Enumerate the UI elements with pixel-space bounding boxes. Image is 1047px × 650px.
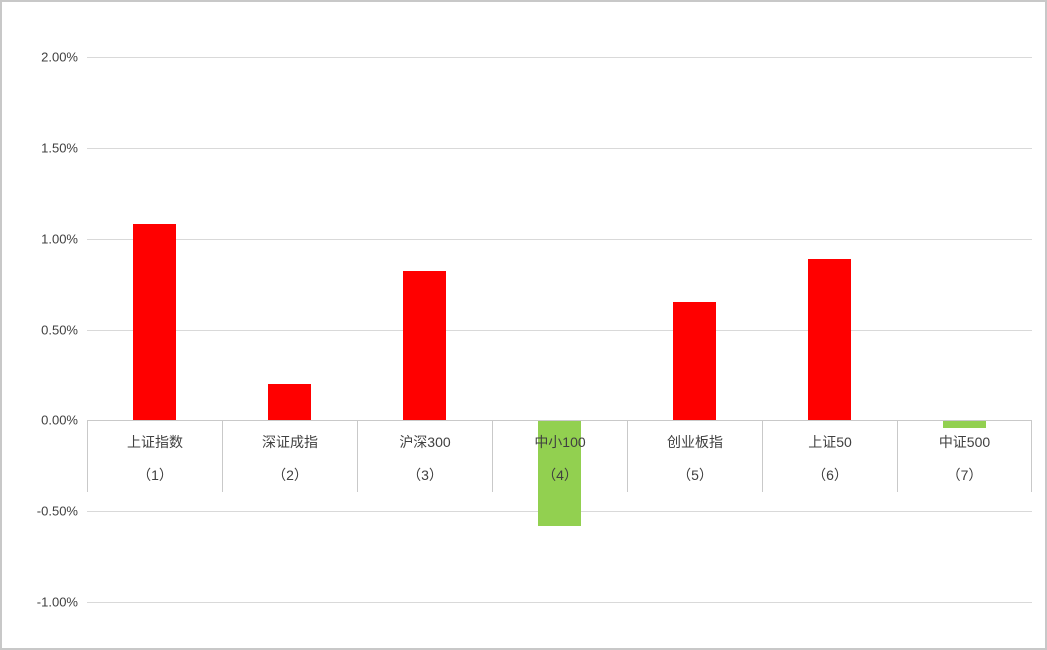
category-name: 深证成指 (262, 434, 318, 451)
bar-深证成指 (268, 384, 311, 421)
y-axis-tick-label: 0.50% (41, 322, 78, 337)
y-axis: 2.00% 1.50% 1.00% 0.50% 0.00% -0.50% -1.00% (2, 50, 78, 610)
gridline (87, 329, 1032, 331)
category-index: （4） (542, 467, 578, 484)
category-cell: 中证500 （7） (897, 420, 1032, 493)
category-index: （6） (812, 467, 848, 484)
category-index: （1） (137, 467, 173, 484)
category-index: （3） (407, 467, 443, 484)
y-axis-tick-label: 1.00% (41, 231, 78, 247)
bar-沪深300 (403, 271, 446, 421)
y-axis-tick-label: 0.00% (41, 412, 78, 428)
category-name: 中小100 (534, 434, 586, 451)
category-cell: 上证50 （6） (762, 420, 897, 493)
category-cell: 上证指数 （1） (87, 420, 222, 493)
category-axis-line (87, 420, 1032, 422)
category-name: 中证500 (938, 434, 991, 451)
y-axis-tick-label: -0.50% (36, 503, 78, 519)
category-cell: 中小100 （4） (492, 420, 627, 493)
category-name: 沪深300 (399, 434, 451, 451)
category-index: （2） (272, 467, 308, 484)
category-name: 上证指数 (127, 434, 183, 451)
category-cell: 沪深300 （3） (357, 420, 492, 493)
bar-上证50 (808, 258, 851, 421)
category-cell: 创业板指 （5） (627, 420, 762, 493)
category-index: （7） (946, 467, 983, 484)
gridline (87, 602, 1032, 603)
category-index: （5） (677, 467, 713, 484)
bar-中小100 (538, 420, 581, 526)
bar-上证指数 (133, 224, 176, 421)
y-axis-tick-label: 1.50% (41, 140, 78, 156)
plot-area: 上证指数 （1） 深证成指 （2） 沪深300 （3） 中小100 （4） 创业板指 （5） 上证5… (87, 57, 1032, 603)
bar-创业板指 (673, 302, 716, 421)
gridline (87, 238, 1032, 240)
category-cell: 深证成指 （2） (222, 420, 357, 493)
category-name: 上证50 (808, 434, 852, 451)
y-axis-tick-label: 2.00% (41, 49, 78, 65)
category-name: 创业板指 (667, 434, 723, 451)
y-axis-tick-label: -1.00% (36, 594, 78, 610)
bar-中证500 (943, 420, 986, 428)
gridline (87, 57, 1032, 58)
gridline (87, 147, 1032, 149)
